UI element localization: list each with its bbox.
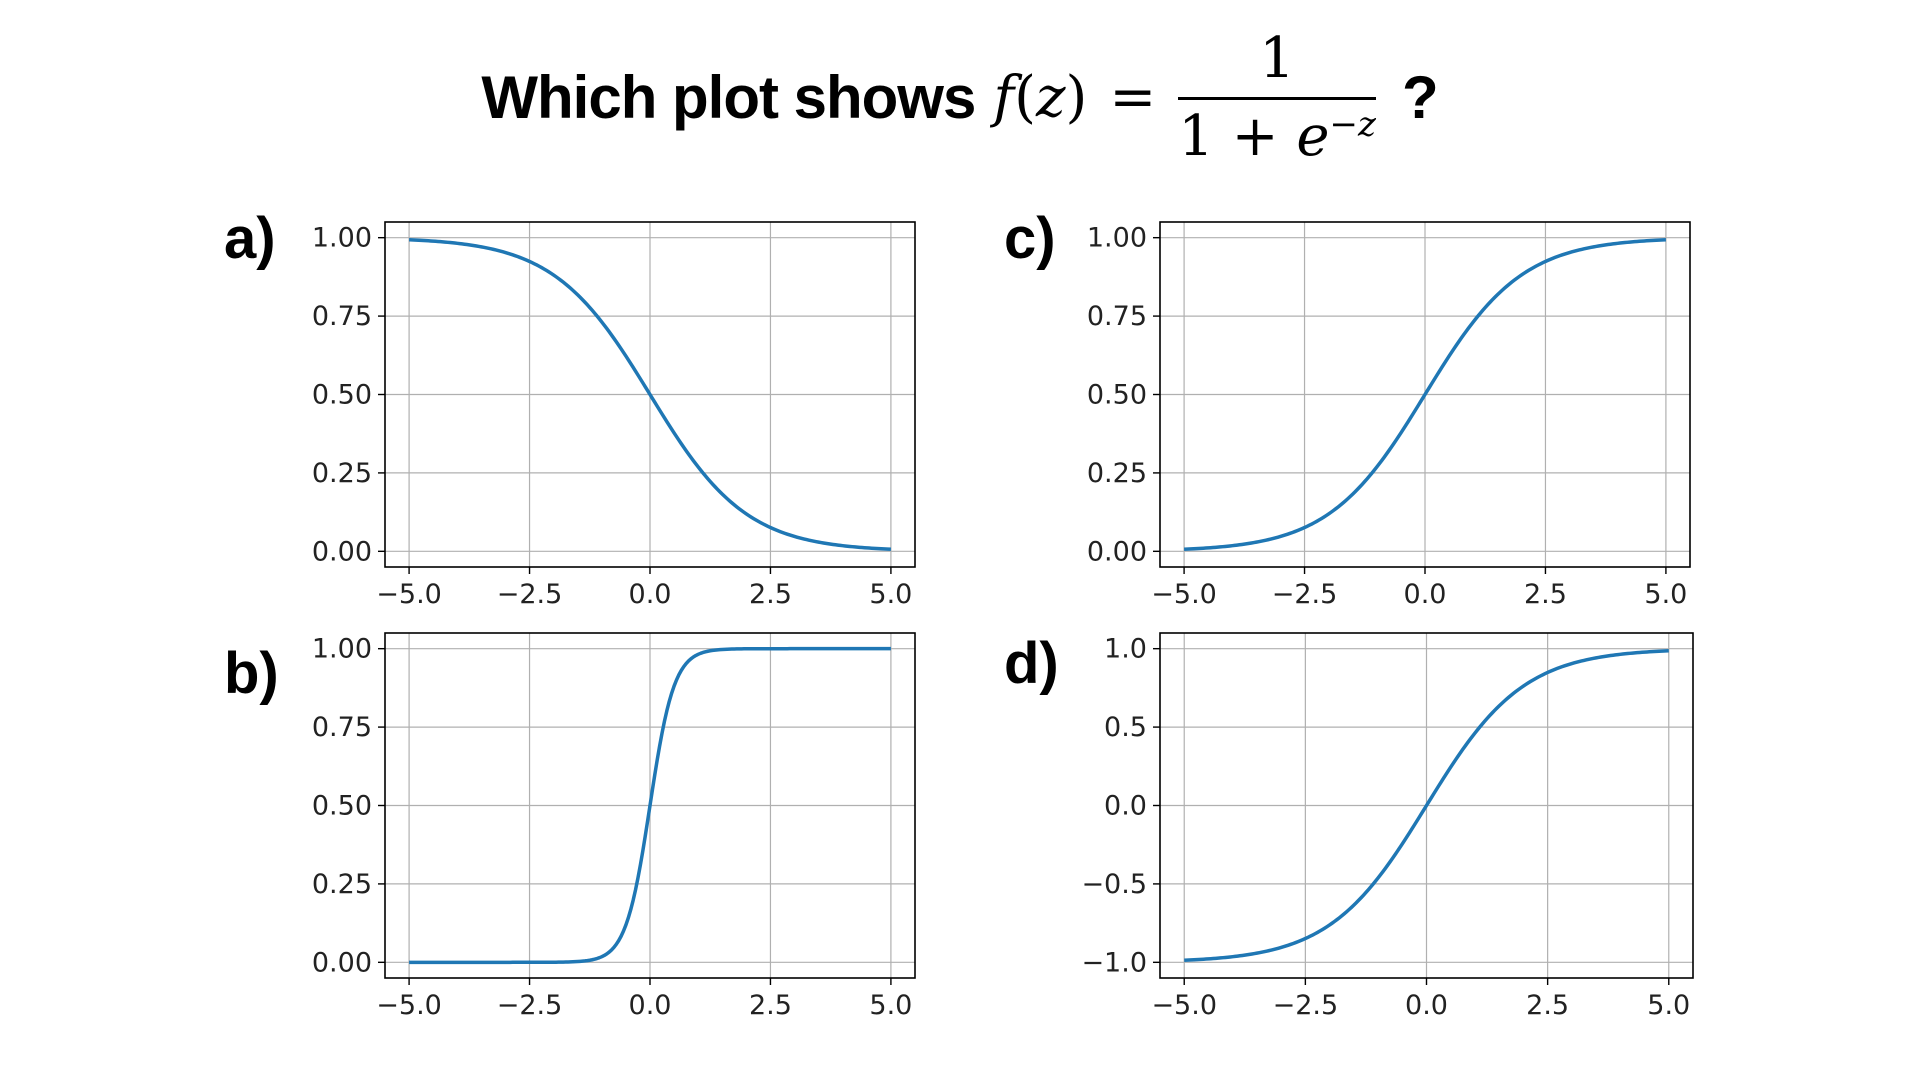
- x-tick-label: 0.0: [1405, 990, 1448, 1021]
- question-mark: ?: [1401, 63, 1439, 131]
- chart-b: −5.0 −2.5 0.0 2.5 5.0 0.00 0.25 0.50 0.75 1.00: [312, 632, 916, 1021]
- y-tick-label: 0.50: [1087, 380, 1147, 411]
- y-tick-label: 0.75: [312, 712, 372, 743]
- series-line: [1184, 649, 1669, 962]
- formula-fraction: 1 1 + e−z: [1178, 26, 1376, 169]
- y-tick-label: 0.00: [1087, 536, 1147, 567]
- y-tick-label: 0.75: [312, 301, 372, 332]
- y-tick-label: 0.75: [1087, 301, 1147, 332]
- y-tick-label: 0.00: [312, 536, 372, 567]
- x-tick-label: 5.0: [869, 579, 912, 610]
- x-tick-label: 0.0: [629, 990, 672, 1021]
- y-tick-label: 1.00: [1087, 223, 1147, 254]
- x-tick-label: 5.0: [1644, 579, 1687, 610]
- plot-label-c: c): [1004, 206, 1056, 271]
- y-tick-label: 0.25: [312, 458, 372, 489]
- x-tick-label: −5.0: [1151, 990, 1217, 1021]
- y-tick-label: 1.00: [312, 634, 372, 665]
- x-tick-label: −5.0: [376, 579, 442, 610]
- x-tick-label: 0.0: [629, 579, 672, 610]
- fraction-bar: [1178, 96, 1376, 100]
- y-tick-label: 1.0: [1104, 634, 1147, 665]
- x-tick-label: 2.5: [1524, 579, 1567, 610]
- y-tick-label: 1.00: [312, 223, 372, 254]
- x-tick-label: 0.0: [1404, 579, 1447, 610]
- x-tick-label: 2.5: [749, 990, 792, 1021]
- formula-function-name: f: [993, 64, 1015, 130]
- x-tick-label: −2.5: [497, 579, 563, 610]
- x-tick-label: −2.5: [1273, 990, 1339, 1021]
- chart-c: −5.0 −2.5 0.0 2.5 5.0 0.00 0.25 0.50 0.75 1.00: [1087, 221, 1691, 610]
- y-tick-label: −1.0: [1081, 947, 1147, 978]
- x-tick-label: −5.0: [376, 990, 442, 1021]
- x-tick-label: −2.5: [1272, 579, 1338, 610]
- plot-label-b: b): [224, 641, 279, 706]
- formula-numerator: 1: [1259, 25, 1295, 91]
- formula-denominator: 1 + e−z: [1178, 100, 1376, 169]
- chart-d: −5.0 −2.5 0.0 2.5 5.0 −1.0 −0.5 0.0 0.5 1.0: [1081, 632, 1694, 1021]
- y-tick-label: 0.0: [1104, 791, 1147, 822]
- x-tick-label: 5.0: [869, 990, 912, 1021]
- formula-argument: z: [1035, 64, 1066, 130]
- x-tick-label: 2.5: [1526, 990, 1569, 1021]
- x-tick-label: −2.5: [497, 990, 563, 1021]
- x-tick-label: 5.0: [1647, 990, 1690, 1021]
- plot-frame: [1159, 632, 1694, 979]
- denominator-exponent: −z: [1329, 103, 1376, 144]
- plot-label-a: a): [224, 206, 276, 271]
- y-tick-label: 0.00: [312, 947, 372, 978]
- series-line: [409, 238, 891, 551]
- denominator-base: 1 +: [1178, 103, 1297, 169]
- y-tick-label: 0.5: [1104, 712, 1147, 743]
- x-tick-label: 2.5: [749, 579, 792, 610]
- plot-frame: [384, 632, 916, 979]
- question-title: Which plot shows f(z) = 1 1 + e−z ?: [0, 22, 1920, 172]
- formula: f(z) = 1 1 + e−z: [993, 25, 1376, 169]
- plot-frame: [384, 221, 916, 568]
- y-tick-label: −0.5: [1081, 869, 1147, 900]
- x-tick-label: −5.0: [1151, 579, 1217, 610]
- chart-a: −5.0 −2.5 0.0 2.5 5.0 0.00 0.25 0.50 0.75 1.00: [312, 221, 916, 610]
- series-line: [409, 646, 891, 965]
- y-tick-label: 0.50: [312, 380, 372, 411]
- plot-frame: [1159, 221, 1691, 568]
- series-line: [1184, 238, 1666, 551]
- y-tick-label: 0.25: [312, 869, 372, 900]
- title-text: Which plot shows: [481, 63, 976, 131]
- denominator-e: e: [1296, 103, 1330, 169]
- y-tick-label: 0.50: [312, 791, 372, 822]
- y-tick-label: 0.25: [1087, 458, 1147, 489]
- plot-label-d: d): [1004, 631, 1059, 696]
